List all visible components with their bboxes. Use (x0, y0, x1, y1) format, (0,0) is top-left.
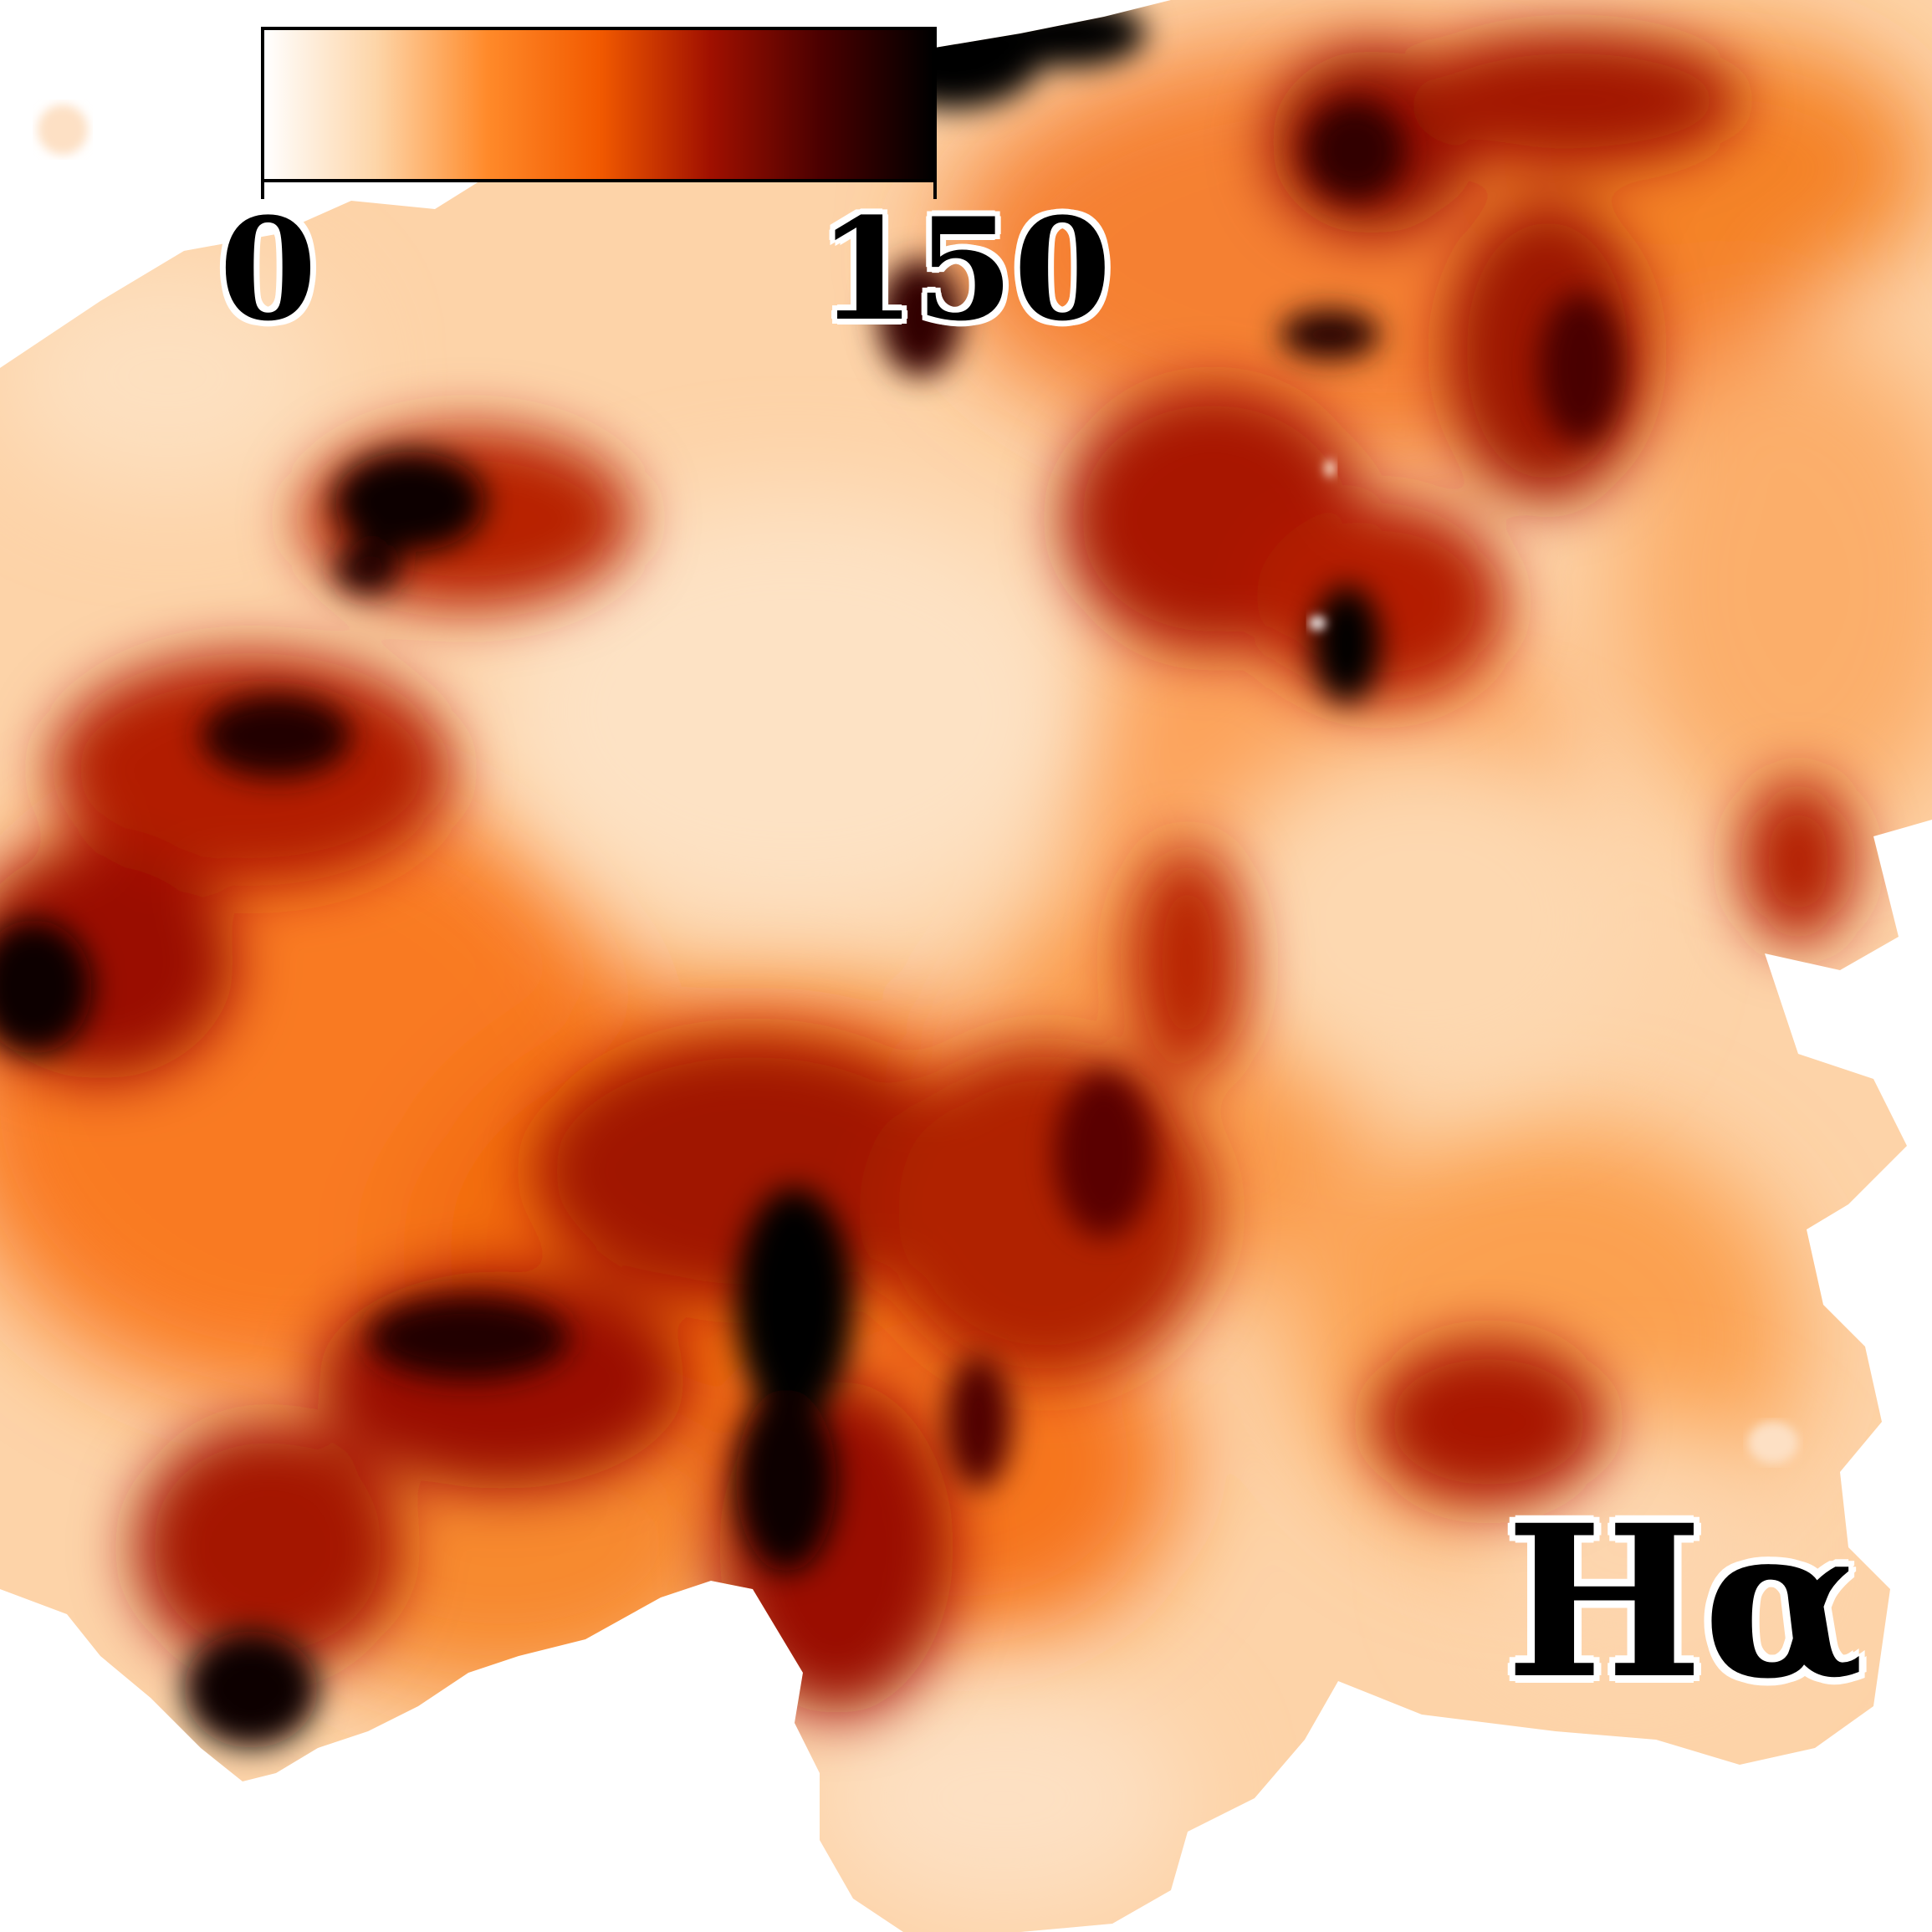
halpha-label: Hα (1505, 1479, 1864, 1725)
colorbar-min-label: 0 (219, 187, 317, 352)
colorbar-max-label: 150 (818, 187, 1112, 352)
colorbar-tick-max (933, 182, 937, 199)
colorbar-tick-min (261, 182, 264, 199)
isolated-knot (38, 105, 88, 155)
colorbar (261, 27, 937, 182)
isolated-knot (1748, 1422, 1798, 1464)
